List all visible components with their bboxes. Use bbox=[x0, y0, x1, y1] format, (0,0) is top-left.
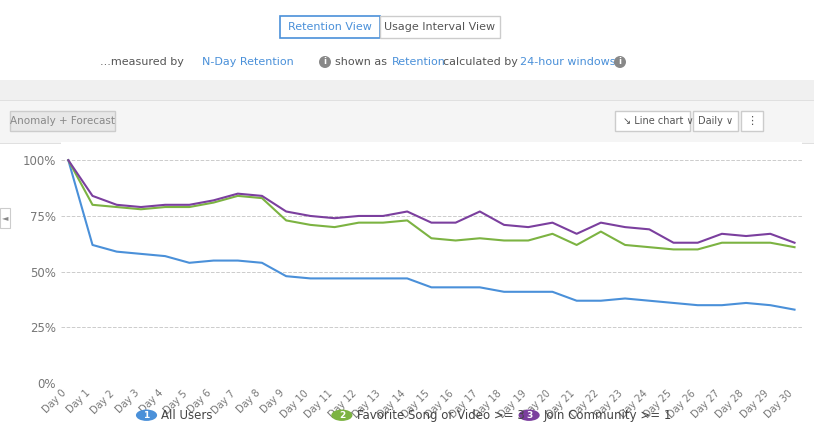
Bar bbox=[0, 143, 814, 144]
Text: 24-hour windows: 24-hour windows bbox=[520, 57, 615, 67]
Text: N-Day Retention: N-Day Retention bbox=[202, 57, 294, 67]
Circle shape bbox=[319, 56, 331, 68]
Text: shown as: shown as bbox=[335, 57, 387, 67]
Text: ◄: ◄ bbox=[2, 213, 8, 223]
Text: Daily ∨: Daily ∨ bbox=[698, 116, 733, 126]
FancyBboxPatch shape bbox=[380, 16, 500, 38]
Text: Retention: Retention bbox=[392, 57, 446, 67]
FancyBboxPatch shape bbox=[693, 111, 738, 131]
FancyBboxPatch shape bbox=[280, 16, 380, 38]
Text: Retention View: Retention View bbox=[288, 22, 372, 32]
Text: 1: 1 bbox=[143, 411, 150, 420]
Text: Join Community >= 1: Join Community >= 1 bbox=[544, 409, 672, 422]
Text: ↘ Line chart ∨: ↘ Line chart ∨ bbox=[623, 116, 694, 126]
Text: Favorite Song or Video >= 3: Favorite Song or Video >= 3 bbox=[357, 409, 524, 422]
Text: All Users: All Users bbox=[161, 409, 212, 422]
Bar bbox=[0, 100, 814, 101]
Text: ⋮: ⋮ bbox=[746, 116, 758, 126]
Text: i: i bbox=[619, 57, 622, 67]
Text: 3: 3 bbox=[526, 411, 532, 420]
Circle shape bbox=[614, 56, 626, 68]
FancyBboxPatch shape bbox=[10, 111, 115, 131]
Text: ...measured by: ...measured by bbox=[100, 57, 184, 67]
Text: Anomaly + Forecast: Anomaly + Forecast bbox=[10, 116, 115, 126]
Text: Usage Interval View: Usage Interval View bbox=[384, 22, 496, 32]
Text: i: i bbox=[323, 57, 326, 67]
Bar bbox=[0, 100, 814, 143]
FancyBboxPatch shape bbox=[0, 208, 10, 228]
FancyBboxPatch shape bbox=[615, 111, 690, 131]
Text: calculated by: calculated by bbox=[443, 57, 518, 67]
FancyBboxPatch shape bbox=[741, 111, 763, 131]
Bar bbox=[0, 80, 814, 100]
Text: 2: 2 bbox=[339, 411, 345, 420]
